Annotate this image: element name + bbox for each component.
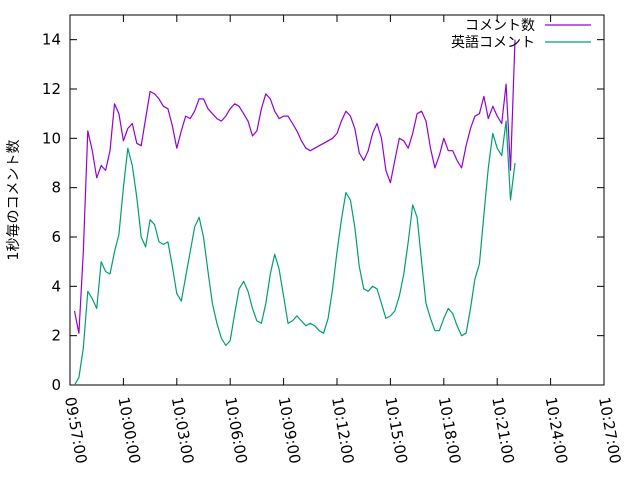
series-lines <box>73 39 516 386</box>
y-tick-label: 2 <box>51 327 61 345</box>
legend-label-1: コメント数 <box>465 18 535 34</box>
y-tick-label: 12 <box>42 80 61 98</box>
series-line-1 <box>73 39 516 334</box>
y-tick-label: 8 <box>51 179 61 197</box>
y-tick-label: 6 <box>51 228 61 246</box>
y-tick-label: 0 <box>51 376 61 394</box>
legend-label-2: 英語コメント <box>451 34 535 51</box>
series-line-2 <box>73 120 516 386</box>
y-tick-label: 4 <box>51 277 61 295</box>
y-tick-label: 14 <box>42 31 61 49</box>
y-tick-label: 10 <box>42 129 61 147</box>
y-axis: 0 2 4 6 8 10 12 14 <box>42 31 604 394</box>
y-axis-title: 1秒毎のコメント数 <box>6 140 22 261</box>
